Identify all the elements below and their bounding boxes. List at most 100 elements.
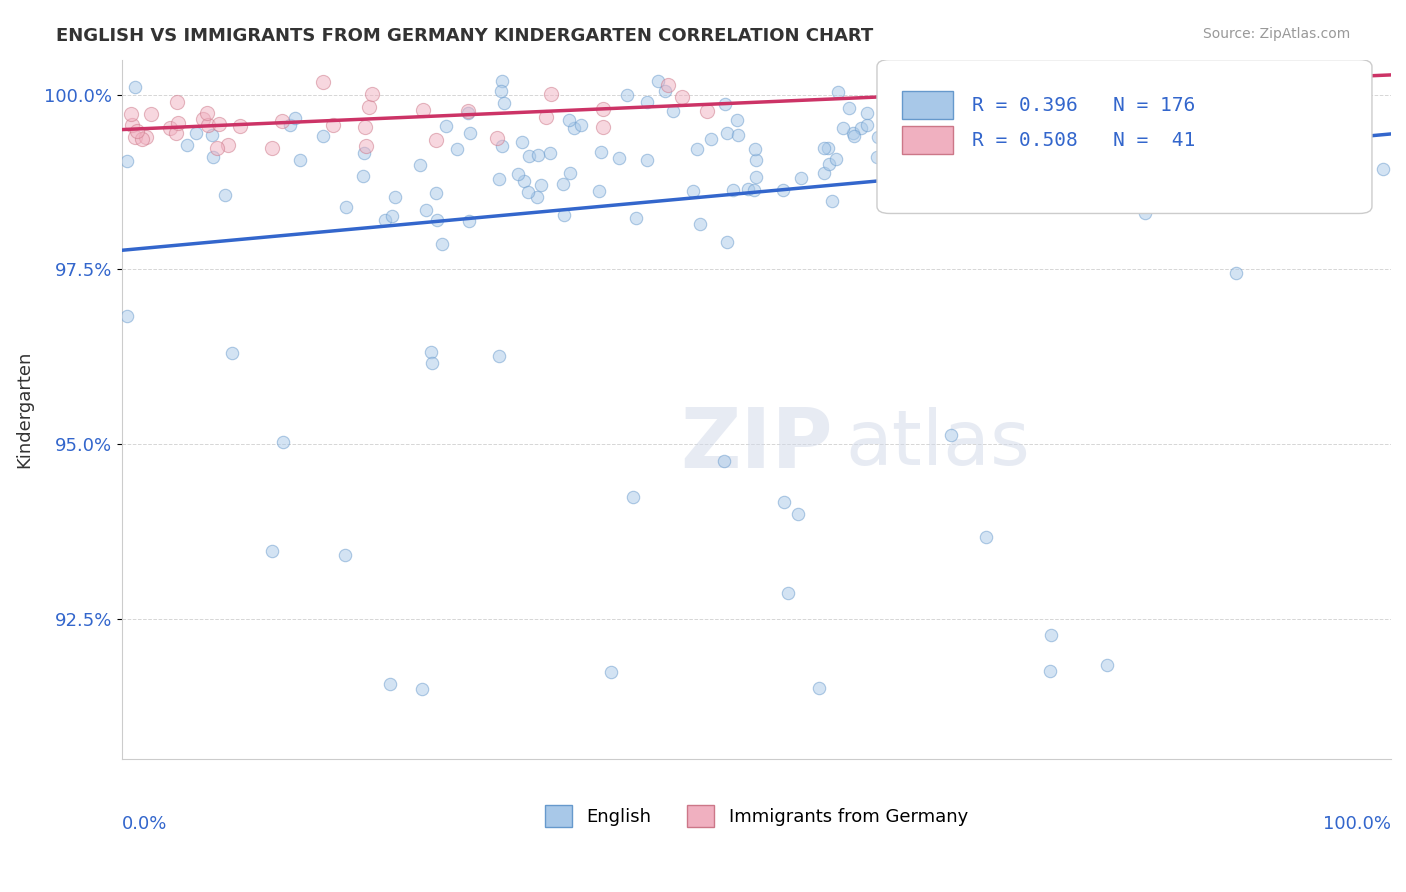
Point [1225, 266, 1247, 280]
Point [1102, 121, 1125, 136]
Point [527, 148, 550, 162]
Point [939, 428, 962, 442]
Point [491, 139, 513, 153]
Point [335, 548, 357, 562]
Point [425, 133, 447, 147]
Point [432, 236, 454, 251]
Point [1205, 133, 1227, 147]
Point [517, 149, 540, 163]
Point [636, 153, 658, 167]
Point [904, 98, 927, 112]
Point [689, 217, 711, 231]
Point [745, 153, 768, 168]
Point [1167, 78, 1189, 92]
Point [592, 103, 614, 117]
Point [271, 114, 294, 128]
Point [278, 118, 301, 132]
Point [284, 112, 307, 126]
Point [1085, 73, 1108, 87]
Point [1284, 145, 1306, 160]
Point [1133, 112, 1156, 127]
Point [925, 95, 948, 110]
Point [624, 211, 647, 226]
Point [458, 213, 481, 227]
Point [131, 131, 153, 145]
Point [359, 100, 381, 114]
Point [117, 154, 139, 169]
Point [1056, 73, 1078, 87]
Point [1132, 120, 1154, 135]
Point [508, 167, 530, 181]
Point [721, 183, 744, 197]
Point [966, 160, 988, 174]
Point [221, 346, 243, 360]
Point [352, 169, 374, 184]
Point [886, 73, 908, 87]
Point [841, 126, 863, 140]
Point [1147, 90, 1170, 104]
Point [994, 86, 1017, 100]
Point [1122, 81, 1144, 95]
Point [855, 105, 877, 120]
Point [896, 125, 918, 139]
Point [425, 186, 447, 201]
Point [1126, 136, 1149, 151]
Point [1272, 97, 1295, 112]
Point [1039, 664, 1062, 678]
Point [486, 131, 509, 145]
Point [591, 145, 613, 159]
Point [942, 78, 965, 93]
Point [920, 180, 942, 194]
Point [1152, 73, 1174, 87]
Point [1265, 109, 1288, 123]
Point [682, 184, 704, 198]
Text: ZIP: ZIP [681, 404, 832, 484]
Point [558, 165, 581, 179]
Point [914, 85, 936, 99]
Point [956, 146, 979, 161]
Point [551, 177, 574, 191]
Point [335, 200, 357, 214]
Point [354, 138, 377, 153]
Point [492, 95, 515, 110]
Point [1095, 658, 1118, 673]
Point [866, 130, 889, 145]
Point [882, 101, 904, 115]
Point [205, 141, 228, 155]
Point [600, 665, 623, 679]
Point [1219, 177, 1241, 191]
Point [727, 113, 749, 128]
Point [290, 153, 312, 167]
Point [790, 171, 813, 186]
Point [1163, 167, 1185, 181]
Point [716, 235, 738, 249]
Text: Source: ZipAtlas.com: Source: ZipAtlas.com [1202, 27, 1350, 41]
Point [912, 73, 935, 87]
Point [1014, 73, 1036, 87]
Point [950, 137, 973, 152]
Point [786, 507, 808, 521]
Point [1133, 206, 1156, 220]
Point [813, 166, 835, 180]
Point [353, 145, 375, 160]
Point [946, 103, 969, 117]
Text: R = 0.508   N =  41: R = 0.508 N = 41 [972, 130, 1195, 150]
Point [569, 118, 592, 132]
Point [714, 96, 737, 111]
Point [229, 119, 252, 133]
Point [1039, 628, 1062, 642]
Point [458, 126, 481, 140]
Point [553, 208, 575, 222]
Point [426, 212, 449, 227]
Point [744, 143, 766, 157]
Point [776, 586, 799, 600]
Point [195, 106, 218, 120]
Point [950, 136, 973, 150]
Point [671, 90, 693, 104]
Point [1181, 199, 1204, 213]
Point [817, 141, 839, 155]
Point [271, 435, 294, 450]
Point [1175, 138, 1198, 153]
Point [124, 80, 146, 95]
Point [1194, 81, 1216, 95]
